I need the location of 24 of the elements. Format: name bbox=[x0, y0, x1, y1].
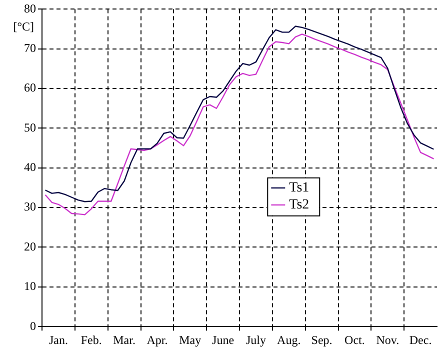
x-tick-label: July bbox=[246, 332, 266, 347]
x-tick-label: May bbox=[179, 332, 202, 347]
x-tick-label: Aug. bbox=[277, 332, 301, 347]
y-axis-title: [°C] bbox=[13, 19, 34, 34]
y-tick-label: 30 bbox=[24, 200, 36, 214]
y-tick-label: 40 bbox=[24, 160, 36, 174]
x-tick-label: Feb. bbox=[80, 332, 102, 347]
y-tick-label: 60 bbox=[24, 80, 36, 95]
y-tick-label: 20 bbox=[24, 239, 36, 254]
y-tick-label: 0 bbox=[30, 318, 36, 333]
y-tick-label: 80 bbox=[24, 1, 36, 16]
y-tick-label: 10 bbox=[24, 279, 36, 294]
x-tick-label: Sep. bbox=[311, 332, 332, 347]
x-tick-label: Dec. bbox=[409, 332, 432, 347]
y-tick-label: 70 bbox=[24, 41, 36, 56]
legend-label: Ts2 bbox=[289, 198, 310, 213]
x-tick-label: Mar. bbox=[113, 332, 136, 347]
x-tick-label: Apr. bbox=[146, 332, 168, 347]
y-tick-label: 50 bbox=[24, 120, 36, 134]
x-tick-label: Jan. bbox=[48, 332, 68, 347]
x-tick-label: June bbox=[212, 332, 234, 347]
x-tick-label: Nov. bbox=[376, 332, 400, 347]
x-tick-label: Oct. bbox=[344, 332, 365, 347]
legend-label: Ts1 bbox=[289, 180, 310, 196]
